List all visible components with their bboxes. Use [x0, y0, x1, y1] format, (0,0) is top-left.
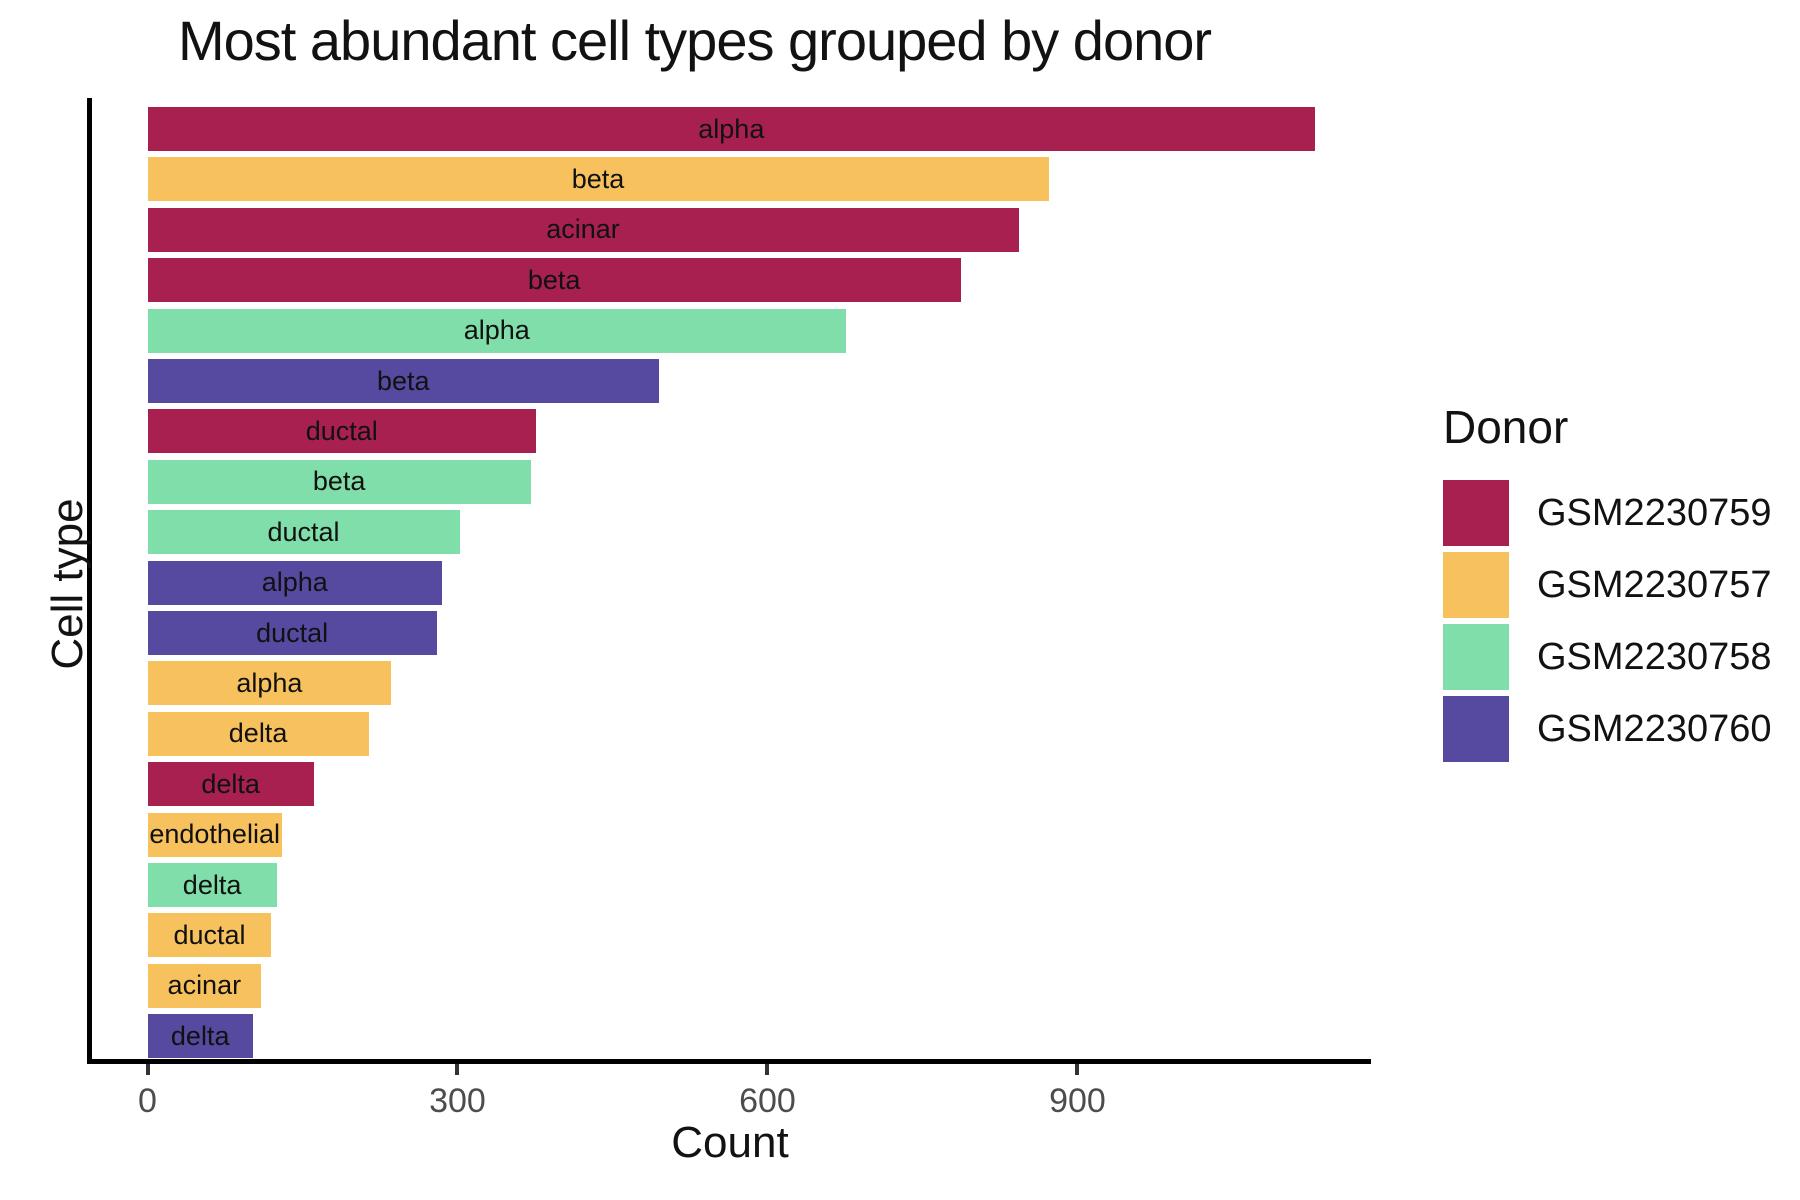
y-axis-line [87, 98, 92, 1064]
bar-ductal-GSM2230760: ductal [147, 611, 437, 655]
legend: Donor GSM2230759 GSM2230757 GSM2230758 GSM2… [1443, 400, 1772, 768]
legend-label: GSM2230758 [1537, 635, 1772, 678]
bar-label: beta [571, 163, 625, 194]
bar-beta-GSM2230759: beta [147, 258, 961, 303]
legend-swatch-icon [1443, 624, 1509, 690]
x-axis-title: Count [671, 1118, 789, 1167]
x-tick-mark [765, 1064, 770, 1075]
bar-label: ductal [173, 919, 246, 950]
bar-delta-GSM2230759: delta [147, 762, 314, 807]
bar-endothelial-GSM2230757: endothelial [147, 812, 282, 857]
legend-entries: GSM2230759 GSM2230757 GSM2230758 GSM2230760 [1443, 480, 1772, 762]
bar-ductal-GSM2230759: ductal [147, 409, 537, 454]
y-axis-title: Cell type [43, 498, 92, 670]
bar-label: delta [170, 1020, 230, 1051]
legend-label: GSM2230759 [1537, 491, 1772, 534]
bar-delta-GSM2230757: delta [147, 711, 369, 756]
bar-label: beta [312, 466, 366, 497]
legend-entry-GSM2230757: GSM2230757 [1443, 552, 1772, 618]
bar-alpha-GSM2230759: alpha [147, 107, 1316, 151]
x-tick-label: 900 [1049, 1082, 1106, 1120]
bar-acinar-GSM2230757: acinar [147, 963, 262, 1008]
bar-alpha-GSM2230758: alpha [147, 308, 846, 353]
bar-label: alpha [698, 113, 765, 144]
bar-label: alpha [261, 567, 328, 598]
bar-label: ductal [305, 415, 378, 446]
x-tick-label: 0 [138, 1082, 157, 1120]
bar-acinar-GSM2230759: acinar [147, 207, 1019, 252]
bar-label: endothelial [149, 819, 280, 850]
legend-label: GSM2230760 [1537, 707, 1772, 750]
x-tick-label: 600 [739, 1082, 796, 1120]
x-tick-label: 300 [429, 1082, 486, 1120]
bar-label: beta [376, 365, 430, 396]
bar-ductal-GSM2230758: ductal [147, 510, 460, 555]
x-tick-mark [145, 1064, 150, 1075]
bar-label: beta [527, 264, 581, 295]
bar-beta-GSM2230760: beta [147, 359, 659, 403]
legend-entry-GSM2230758: GSM2230758 [1443, 624, 1772, 690]
bar-alpha-GSM2230757: alpha [147, 661, 392, 706]
bar-beta-GSM2230757: beta [147, 157, 1049, 202]
legend-title: Donor [1443, 401, 1569, 453]
bar-label: acinar [167, 970, 242, 1001]
bar-label: alpha [236, 667, 303, 698]
bar-beta-GSM2230758: beta [147, 459, 531, 504]
bar-alpha-GSM2230760: alpha [147, 560, 442, 605]
bar-label: alpha [463, 315, 530, 346]
bar-label: delta [201, 768, 260, 799]
legend-swatch-icon [1443, 552, 1509, 618]
legend-swatch-icon [1443, 696, 1509, 762]
bar-ductal-GSM2230757: ductal [147, 913, 272, 958]
bar-label: ductal [256, 617, 329, 648]
bar-label: delta [228, 718, 288, 749]
legend-entry-GSM2230760: GSM2230760 [1443, 696, 1772, 762]
x-axis-line [87, 1059, 1371, 1064]
bar-delta-GSM2230760: delta [147, 1014, 253, 1059]
legend-swatch-icon [1443, 480, 1509, 546]
chart-title: Most abundant cell types grouped by dono… [178, 9, 1212, 72]
bar-label: delta [182, 869, 242, 900]
x-tick-mark [455, 1064, 460, 1075]
legend-label: GSM2230757 [1537, 563, 1772, 606]
legend-entry-GSM2230759: GSM2230759 [1443, 480, 1772, 546]
bar-label: ductal [267, 516, 340, 547]
x-tick-mark [1075, 1064, 1080, 1075]
bar-delta-GSM2230758: delta [147, 863, 277, 907]
bar-label: acinar [546, 214, 620, 245]
